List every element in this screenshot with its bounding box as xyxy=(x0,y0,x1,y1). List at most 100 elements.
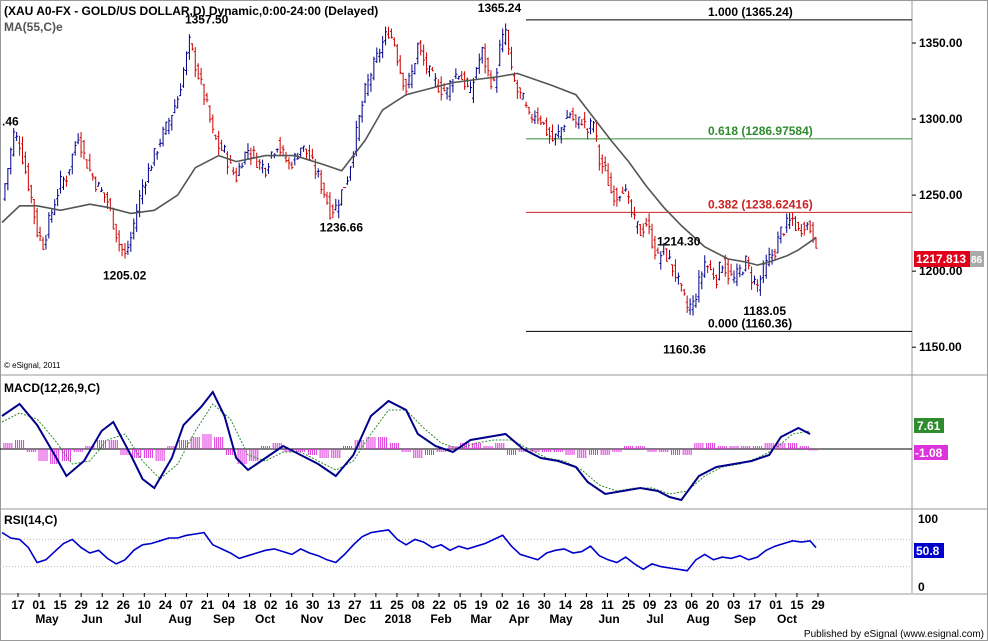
candle xyxy=(363,82,367,104)
candle xyxy=(635,221,639,234)
candle xyxy=(621,186,625,194)
x-tick-day: 27 xyxy=(348,598,362,612)
candle xyxy=(486,57,490,77)
candle xyxy=(583,111,587,129)
x-tick-month: Jul xyxy=(646,612,663,626)
candle xyxy=(249,147,253,166)
x-tick-month: Oct xyxy=(777,612,797,626)
candle xyxy=(413,63,417,75)
x-tick-day: 08 xyxy=(411,598,425,612)
candle xyxy=(3,182,7,201)
candle xyxy=(799,223,803,237)
price-annotation: 1183.05 xyxy=(743,304,786,318)
candle xyxy=(430,67,434,72)
candle xyxy=(135,203,139,233)
candle xyxy=(307,144,311,161)
candle xyxy=(709,260,713,271)
candle xyxy=(659,251,663,270)
candle xyxy=(501,28,505,53)
x-tick-month: Dec xyxy=(344,612,366,626)
candle xyxy=(258,159,262,170)
candle xyxy=(720,265,724,273)
publisher-footer: Published by eSignal (www.esignal.com) xyxy=(804,629,984,640)
candle xyxy=(591,121,595,133)
rsi-badge-bg xyxy=(914,543,944,558)
candle xyxy=(217,130,221,156)
candle xyxy=(205,92,209,103)
candle xyxy=(744,255,748,272)
candle xyxy=(656,247,660,254)
candle xyxy=(457,75,461,80)
candle xyxy=(764,254,768,279)
candle xyxy=(85,159,89,169)
candle xyxy=(138,190,142,218)
candle xyxy=(155,150,159,160)
candle xyxy=(559,127,563,144)
macd-hist-badge: -1.08 xyxy=(914,445,948,460)
candle xyxy=(164,121,168,135)
candle xyxy=(32,198,36,225)
x-tick-day: 10 xyxy=(138,598,152,612)
candle xyxy=(688,298,692,316)
candle xyxy=(738,264,742,278)
candle xyxy=(240,162,244,169)
candle xyxy=(618,195,622,202)
candle xyxy=(123,242,127,259)
candle xyxy=(498,39,502,67)
candle xyxy=(38,226,42,242)
x-tick-day: 28 xyxy=(580,598,594,612)
candle xyxy=(474,67,478,79)
candle xyxy=(275,148,279,153)
x-axis: 17 01 15 29 12 26 10 24 07 21 04 18 02 16 30 13 27 11 25 08… xyxy=(11,593,825,626)
candle xyxy=(495,67,499,93)
candle xyxy=(425,52,429,75)
candle xyxy=(310,148,314,160)
candle xyxy=(141,179,145,205)
candle xyxy=(647,213,651,235)
x-tick-day: 17 xyxy=(748,598,762,612)
price-annotation: 1205.02 xyxy=(103,269,147,283)
candle xyxy=(600,154,604,174)
candle xyxy=(64,175,68,187)
candle xyxy=(445,87,449,100)
candle xyxy=(29,184,33,204)
candle xyxy=(717,261,721,281)
x-tick-day: 20 xyxy=(706,598,720,612)
candle xyxy=(158,138,162,148)
candle xyxy=(246,143,250,160)
rsi-last-value: 50.8 xyxy=(916,544,940,558)
candle xyxy=(779,226,783,244)
candle xyxy=(609,172,613,194)
candle xyxy=(223,144,227,153)
macd-line xyxy=(1,390,811,502)
candle xyxy=(791,212,795,227)
fib-level-label: 0.000 (1160.36) xyxy=(708,316,792,330)
macd-hist-badge-bg xyxy=(914,445,948,460)
x-tick-month: Mar xyxy=(470,612,492,626)
candle xyxy=(676,272,680,285)
candle xyxy=(179,83,183,97)
macd-last-value: 7.61 xyxy=(917,419,941,433)
candle xyxy=(117,230,121,252)
price-annotation: 1160.36 xyxy=(663,342,706,356)
candle xyxy=(518,87,522,100)
candle xyxy=(679,283,683,292)
candle xyxy=(234,167,238,183)
candle xyxy=(6,167,10,191)
candle xyxy=(237,162,241,177)
x-tick-day: 29 xyxy=(811,598,825,612)
candle xyxy=(264,167,268,178)
macd-hist-last-value: -1.08 xyxy=(915,446,943,460)
x-tick-month: May xyxy=(549,612,573,626)
candle xyxy=(714,274,718,289)
x-tick-month: Jul xyxy=(124,612,141,626)
macd-title: MACD(12,26,9,C) xyxy=(4,381,100,395)
candle xyxy=(665,248,669,262)
candle xyxy=(120,243,124,257)
candle xyxy=(173,99,177,114)
fib-level-label: 1.000 (1365.24) xyxy=(708,5,793,19)
x-tick-month: Aug xyxy=(686,612,709,626)
x-tick-month: May xyxy=(35,612,59,626)
candle xyxy=(697,270,701,303)
